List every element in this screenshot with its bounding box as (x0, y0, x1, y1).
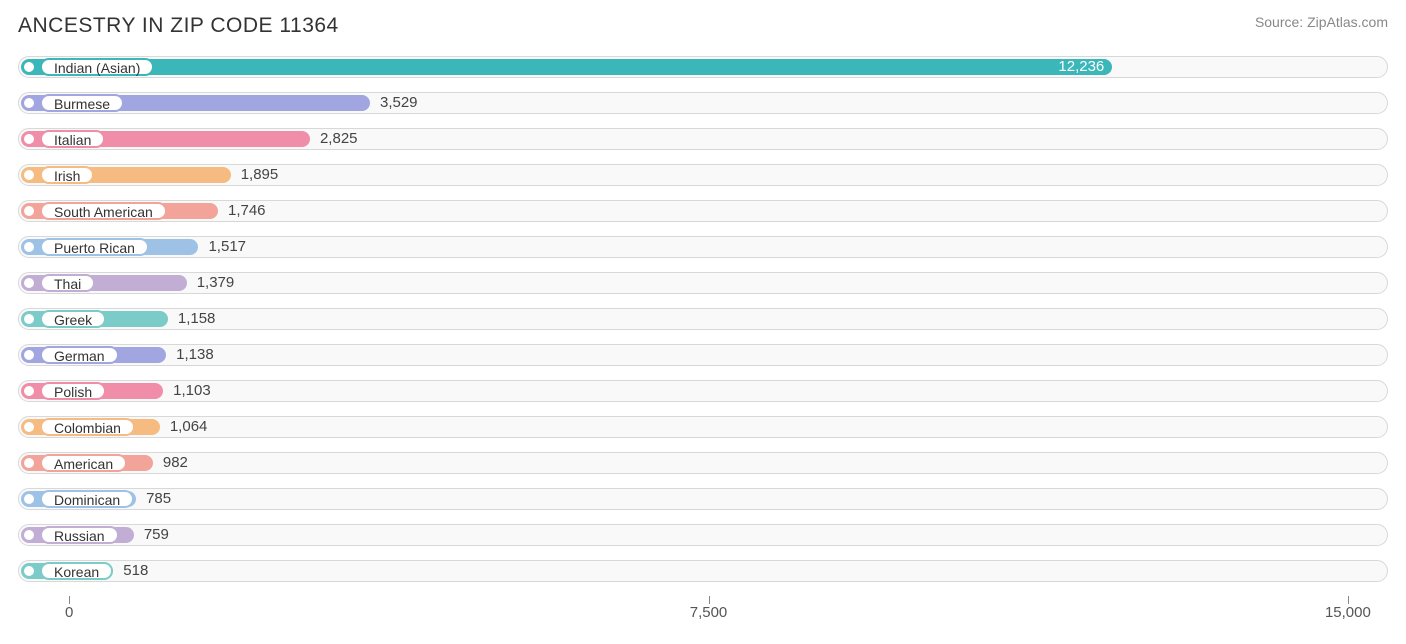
bar-label: Greek (40, 310, 106, 328)
bar-value: 1,158 (178, 310, 216, 327)
bar-row: South American 1,746 (18, 200, 1388, 226)
bar-track (18, 308, 1388, 330)
bar-label: Thai (40, 274, 95, 292)
bar-row: German 1,138 (18, 344, 1388, 370)
bar-label: Puerto Rican (40, 238, 149, 256)
bar-label: Irish (40, 166, 94, 184)
axis-label: 0 (65, 604, 73, 621)
bar-label: Russian (40, 526, 119, 544)
bar-cap (22, 312, 36, 326)
axis-label: 7,500 (690, 604, 728, 621)
bar-row: Puerto Rican 1,517 (18, 236, 1388, 262)
bar-track (18, 488, 1388, 510)
bar-track (18, 380, 1388, 402)
bar-value: 1,103 (173, 382, 211, 399)
bar-cap (22, 492, 36, 506)
bar-cap (22, 204, 36, 218)
bar-label: Colombian (40, 418, 135, 436)
axis-label: 15,000 (1325, 604, 1371, 621)
bar-label: Korean (40, 562, 113, 580)
bar-value: 785 (146, 490, 171, 507)
bar-label: American (40, 454, 127, 472)
bar-row: Indian (Asian) 12,236 (18, 56, 1388, 82)
bar-track (18, 344, 1388, 366)
bar-row: Italian 2,825 (18, 128, 1388, 154)
bar-value: 1,064 (170, 418, 208, 435)
bar-cap (22, 456, 36, 470)
bar-label: South American (40, 202, 167, 220)
bar-cap (22, 564, 36, 578)
bar-value: 2,825 (320, 130, 358, 147)
bar-value: 1,379 (197, 274, 235, 291)
bar-row: Greek 1,158 (18, 308, 1388, 334)
bar-cap (22, 96, 36, 110)
bar-cap (22, 276, 36, 290)
bar-row: Korean 518 (18, 560, 1388, 586)
bar-value: 1,138 (176, 346, 214, 363)
bar-cap (22, 528, 36, 542)
bar-label: Italian (40, 130, 105, 148)
bar-track (18, 416, 1388, 438)
bar-row: Irish 1,895 (18, 164, 1388, 190)
bar-value: 1,746 (228, 202, 266, 219)
bar-value: 1,895 (241, 166, 279, 183)
chart-source: Source: ZipAtlas.com (1255, 14, 1388, 30)
bar-cap (22, 420, 36, 434)
bar-track (18, 452, 1388, 474)
bar-row: Russian 759 (18, 524, 1388, 550)
bar-row: Polish 1,103 (18, 380, 1388, 406)
bar-cap (22, 132, 36, 146)
bar-track (18, 200, 1388, 222)
x-axis: 0 7,500 15,000 (18, 596, 1388, 626)
bar-label: German (40, 346, 119, 364)
chart-header: ANCESTRY IN ZIP CODE 11364 Source: ZipAt… (18, 14, 1388, 38)
bar-cap (22, 168, 36, 182)
bar-cap (22, 384, 36, 398)
axis-tick (1348, 596, 1349, 604)
bar-value: 982 (163, 454, 188, 471)
bar-value: 759 (144, 526, 169, 543)
bar-label: Indian (Asian) (40, 58, 154, 76)
bar-value: 518 (123, 562, 148, 579)
axis-tick (709, 596, 710, 604)
bar-row: Thai 1,379 (18, 272, 1388, 298)
bar-fill (21, 59, 1112, 75)
bar-value: 3,529 (380, 94, 418, 111)
bar-label: Dominican (40, 490, 134, 508)
bar-value: 12,236 (1058, 58, 1104, 75)
bar-row: Dominican 785 (18, 488, 1388, 514)
bar-row: Colombian 1,064 (18, 416, 1388, 442)
ancestry-chart: ANCESTRY IN ZIP CODE 11364 Source: ZipAt… (0, 0, 1406, 636)
bar-row: Burmese 3,529 (18, 92, 1388, 118)
bar-label: Polish (40, 382, 106, 400)
chart-title: ANCESTRY IN ZIP CODE 11364 (18, 14, 339, 38)
bar-row: American 982 (18, 452, 1388, 478)
bar-value: 1,517 (208, 238, 246, 255)
axis-tick (69, 596, 70, 604)
bar-cap (22, 240, 36, 254)
bars-area: Indian (Asian) 12,236 Burmese 3,529 Italian 2… (18, 56, 1388, 586)
bar-track (18, 560, 1388, 582)
bar-cap (22, 348, 36, 362)
bar-label: Burmese (40, 94, 124, 112)
bar-track (18, 524, 1388, 546)
bar-cap (22, 60, 36, 74)
